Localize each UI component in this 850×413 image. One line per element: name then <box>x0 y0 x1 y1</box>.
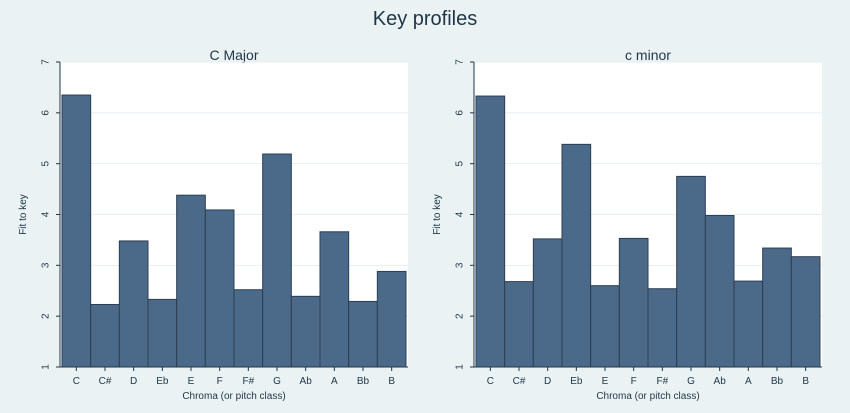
bar-E <box>176 194 206 368</box>
x-tick-label: C <box>487 376 494 387</box>
y-tick-label: 5 <box>41 160 52 166</box>
figure-title: Key profiles <box>372 8 478 30</box>
x-tick-label: Eb <box>570 376 583 387</box>
bar-Eb <box>147 298 178 368</box>
x-tick-label: E <box>602 376 609 387</box>
y-axis-label: Fit to key <box>18 194 29 235</box>
y-tick-label: 1 <box>41 364 52 370</box>
x-tick-label: G <box>687 376 695 387</box>
y-tick-label: 7 <box>455 59 466 65</box>
y-tick-label: 6 <box>455 110 466 116</box>
bar-C# <box>90 303 120 368</box>
bar-F# <box>647 288 678 368</box>
x-tick-label: D <box>130 376 137 387</box>
chart-panel-1: C Major 1 2 3 4 5 6 7 Fit to key C C# D Eb E F F# G Ab A Bb… <box>18 47 408 402</box>
bar-D <box>118 240 149 368</box>
y-tick-label: 7 <box>41 59 52 65</box>
y-tick-label: 4 <box>455 211 466 217</box>
x-tick-label: C# <box>513 376 526 387</box>
x-tick-label: C# <box>99 376 112 387</box>
bar-A <box>319 231 350 368</box>
bar-F <box>618 237 649 368</box>
bar-B <box>376 270 407 368</box>
x-tick-label: F# <box>242 376 254 387</box>
x-tick-label: C <box>73 376 80 387</box>
bar-Bb <box>348 300 378 368</box>
chart-panel-2: c minor 1 2 3 4 5 6 7 Fit to key C C# D Eb E F F# G Ab A Bb… <box>432 47 822 402</box>
y-tick-label: 1 <box>455 364 466 370</box>
x-tick-label: A <box>745 376 752 387</box>
bar-Ab <box>704 215 735 368</box>
x-tick-label: Ab <box>714 376 727 387</box>
bar-A <box>733 280 764 368</box>
y-tick-label: 3 <box>455 262 466 268</box>
bar-C <box>61 94 92 368</box>
x-tick-label: F# <box>656 376 668 387</box>
y-tick-label: 4 <box>41 211 52 217</box>
x-tick-label: A <box>331 376 338 387</box>
y-tick-label: 5 <box>455 160 466 166</box>
x-tick-label: B <box>802 376 809 387</box>
x-tick-label: D <box>544 376 551 387</box>
x-axis-label: Chroma (or pitch class) <box>182 391 285 402</box>
bar-G <box>676 175 706 368</box>
y-tick-label: 2 <box>455 313 466 319</box>
y-tick-label: 2 <box>41 313 52 319</box>
bar-E <box>590 285 620 368</box>
x-axis-label: Chroma (or pitch class) <box>596 391 699 402</box>
bar-D <box>532 238 563 368</box>
panel-title: C Major <box>209 47 258 63</box>
bar-Eb <box>561 143 592 368</box>
bar-G <box>262 153 292 368</box>
panel-title: c minor <box>625 47 671 63</box>
bar-C# <box>504 281 534 368</box>
x-tick-label: Bb <box>771 376 784 387</box>
x-tick-label: B <box>388 376 395 387</box>
bar-Bb <box>762 247 792 368</box>
bar-B <box>790 256 821 368</box>
x-tick-label: F <box>631 376 637 387</box>
x-tick-label: F <box>217 376 223 387</box>
bar-C <box>475 95 506 368</box>
x-tick-label: Eb <box>156 376 169 387</box>
bar-Ab <box>290 295 321 368</box>
x-tick-label: Bb <box>357 376 370 387</box>
y-axis-label: Fit to key <box>432 194 443 235</box>
bar-F <box>204 209 235 368</box>
x-tick-label: Ab <box>300 376 313 387</box>
y-tick-label: 3 <box>41 262 52 268</box>
bar-F# <box>233 289 264 368</box>
y-tick-label: 6 <box>41 110 52 116</box>
x-tick-label: E <box>188 376 195 387</box>
x-tick-label: G <box>273 376 281 387</box>
